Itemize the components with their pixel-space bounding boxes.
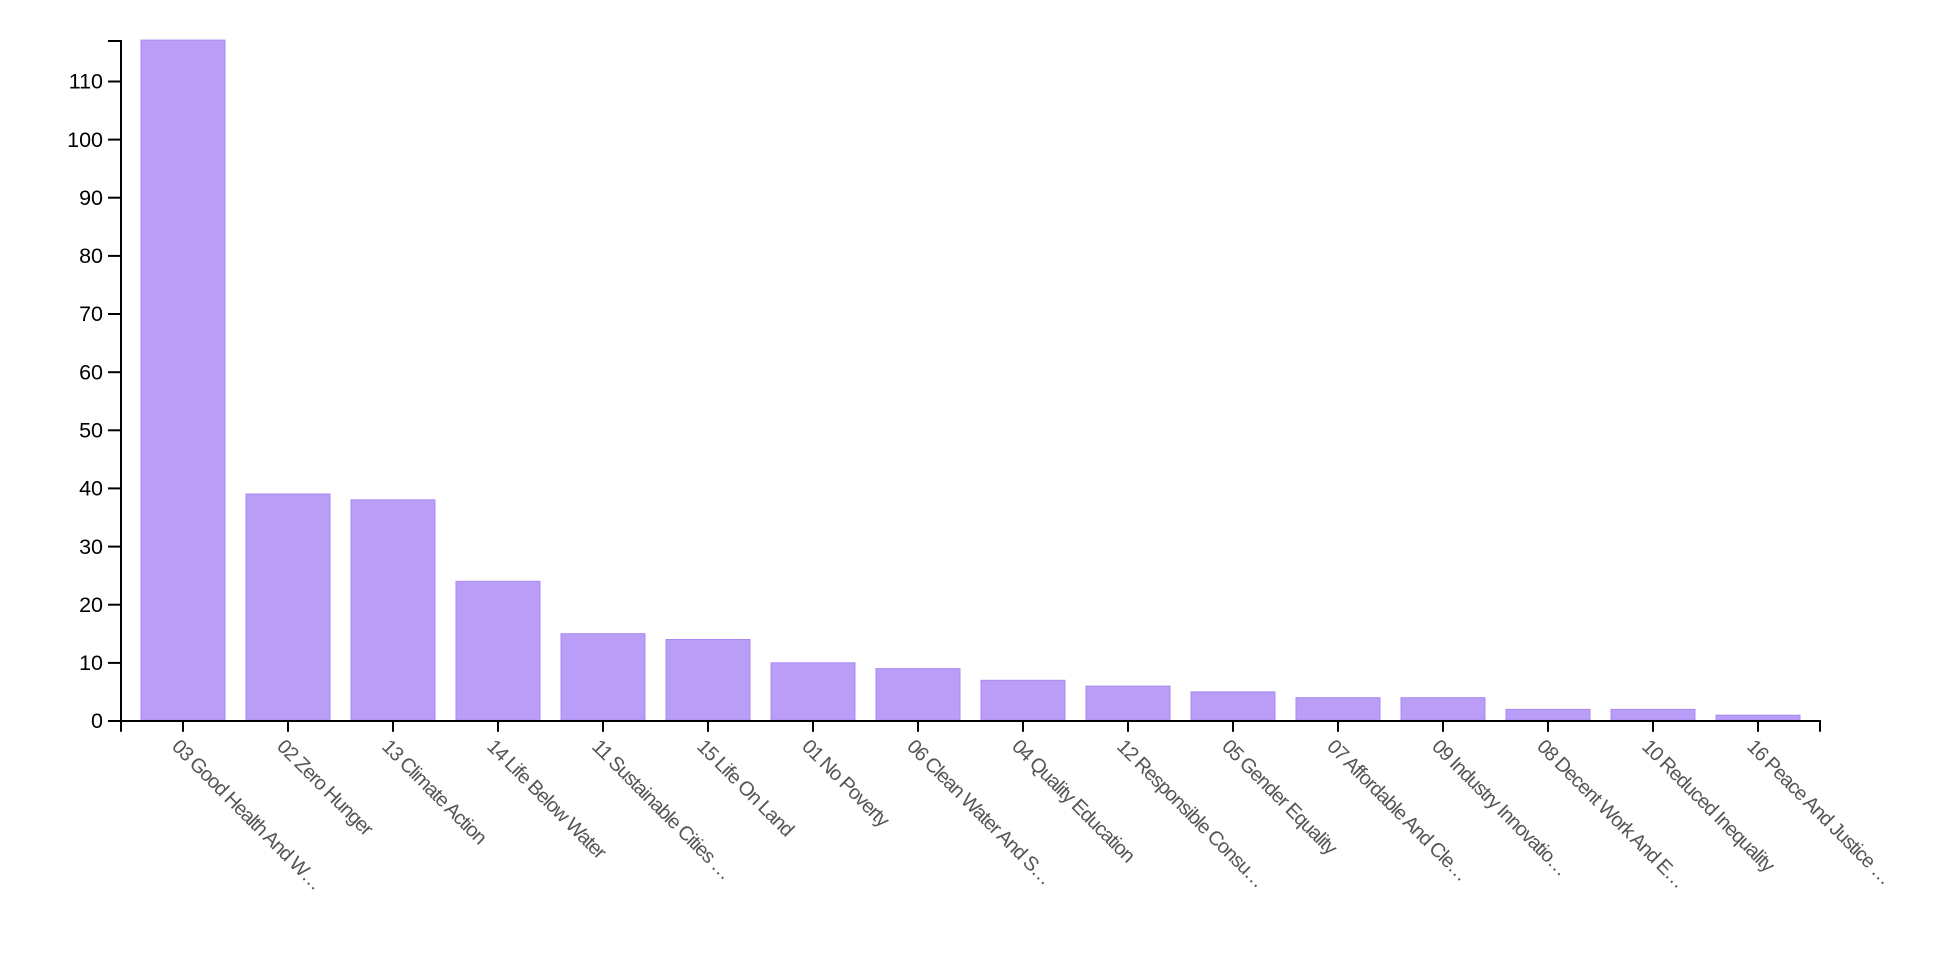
svg-text:0: 0 [91, 709, 103, 733]
svg-text:90: 90 [79, 186, 103, 210]
svg-text:02 Zero Hunger: 02 Zero Hunger [272, 736, 377, 841]
svg-text:60: 60 [79, 360, 103, 384]
svg-text:110: 110 [69, 70, 103, 94]
svg-text:13 Climate Action: 13 Climate Action [377, 736, 490, 849]
svg-text:01 No Poverty: 01 No Poverty [797, 736, 893, 832]
svg-text:30: 30 [79, 535, 103, 559]
svg-text:50: 50 [79, 419, 103, 443]
svg-text:80: 80 [79, 244, 103, 268]
svg-text:20: 20 [79, 593, 103, 617]
svg-text:10: 10 [79, 651, 103, 675]
svg-text:15 Life On Land: 15 Life On Land [692, 736, 797, 841]
svg-text:70: 70 [79, 302, 103, 326]
svg-text:40: 40 [79, 477, 103, 501]
svg-text:05 Gender Equality: 05 Gender Equality [1217, 736, 1341, 860]
svg-text:100: 100 [67, 128, 103, 152]
